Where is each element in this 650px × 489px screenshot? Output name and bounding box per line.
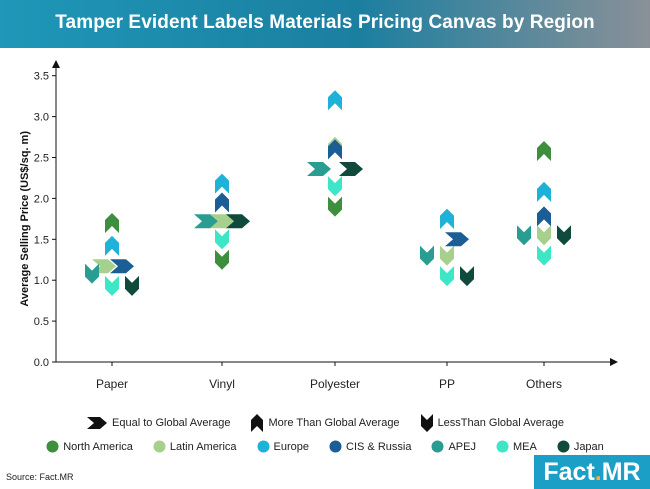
marker-mea-vinyl <box>215 229 229 250</box>
marker-north-america-paper <box>105 212 119 233</box>
legend-equal-label: Equal to Global Average <box>112 417 231 429</box>
marker-cis-russia-pp <box>445 232 469 247</box>
y-tick-label: 0.5 <box>34 316 49 328</box>
legend-item: CIS & Russia <box>329 440 411 453</box>
legend-item: APEJ <box>431 440 476 453</box>
legend-dot-icon <box>153 440 166 453</box>
chart-plot: 0.0 0.5 1.0 1.5 2.0 2.5 3.0 3.5 Average Selling … <box>19 60 618 391</box>
legend-item: Latin America <box>153 440 237 453</box>
marker-apej-pp <box>420 245 434 266</box>
y-axis-label: Average Selling Price (US$/sq. m) <box>19 131 31 307</box>
marker-cis-russia-paper <box>110 259 134 274</box>
right-chevron-icon <box>87 417 108 429</box>
legend-dot-icon <box>46 440 59 453</box>
legend-dot-icon <box>329 440 342 453</box>
legend-item: Japan <box>557 440 604 453</box>
legend-less-label: LessThan Global Average <box>437 417 564 429</box>
marker-apej-others <box>517 225 531 246</box>
x-tick-label: Paper <box>96 377 128 391</box>
legend-dot-icon <box>496 440 509 453</box>
marker-cis-russia-others <box>537 206 551 227</box>
y-tick-label: 2.5 <box>34 153 49 165</box>
marker-mea-paper <box>105 275 119 296</box>
marker-japan-paper <box>125 275 139 296</box>
marker-north-america-others <box>537 140 551 161</box>
legend-item-label: Japan <box>573 440 604 453</box>
marker-japan-pp <box>460 266 474 287</box>
y-tick-label: 0.0 <box>34 357 49 369</box>
marker-latin-america-pp <box>440 245 454 266</box>
legend-more-label: More Than Global Average <box>268 417 400 429</box>
marker-europe-paper <box>105 235 119 256</box>
marker-europe-pp <box>440 208 454 229</box>
chart-header: Tamper Evident Labels Materials Pricing … <box>0 0 650 48</box>
marker-north-america-vinyl <box>215 249 229 270</box>
legend-dot-icon <box>257 440 270 453</box>
marker-japan-vinyl <box>226 214 250 229</box>
legend-item-label: MEA <box>512 440 537 453</box>
legend-dot-icon <box>431 440 444 453</box>
marker-europe-others <box>537 181 551 202</box>
legend-item: MEA <box>496 440 537 453</box>
marker-europe-vinyl <box>215 173 229 194</box>
marker-cis-russia-vinyl <box>215 192 229 213</box>
source-note: Source: Fact.MR <box>6 472 74 482</box>
marker-mea-others <box>537 245 551 266</box>
up-chevron-icon <box>251 414 264 432</box>
marker-cis-russia-polyester <box>328 139 342 160</box>
y-tick-label: 1.5 <box>34 234 49 246</box>
chart-title: Tamper Evident Labels Materials Pricing … <box>55 12 595 33</box>
marker-europe-polyester <box>328 90 342 111</box>
legend-item-label: Latin America <box>169 440 237 453</box>
x-tick-label: Vinyl <box>209 377 235 391</box>
marker-apej-polyester <box>307 161 331 176</box>
x-axis-arrow <box>610 358 618 366</box>
legend-equal: Equal to Global Average <box>86 416 230 430</box>
down-chevron-icon <box>420 414 433 432</box>
marker-latin-america-vinyl <box>210 214 234 229</box>
factmr-logo: Fact. MR <box>534 455 650 489</box>
region-legend: North America Latin America Europe CIS & Ru… <box>0 440 650 453</box>
legend-item: North America <box>46 440 133 453</box>
marker-latin-america-others <box>537 225 551 246</box>
legend-item-label: CIS & Russia <box>346 440 412 453</box>
y-tick-label: 3.0 <box>34 112 49 124</box>
x-tick-label: Polyester <box>310 377 360 391</box>
legend-item-label: APEJ <box>448 440 476 453</box>
x-tick-label: PP <box>439 377 455 391</box>
y-tick-label: 2.0 <box>34 193 49 205</box>
legend-less: LessThan Global Average <box>420 413 564 433</box>
legend-more: More Than Global Average <box>250 413 400 433</box>
marker-japan-polyester <box>339 161 363 176</box>
marker-mea-polyester <box>328 176 342 197</box>
marker-north-america-polyester <box>328 196 342 217</box>
y-axis-arrow <box>52 60 60 68</box>
legend-item: Europe <box>257 440 309 453</box>
marker-japan-others <box>557 225 571 246</box>
marker-apej-vinyl <box>194 214 218 229</box>
legend-item-label: North America <box>63 440 133 453</box>
marker-mea-pp <box>440 266 454 287</box>
x-tick-label: Others <box>526 377 562 391</box>
legend-dot-icon <box>557 440 570 453</box>
legend-item-label: Europe <box>273 440 310 453</box>
y-tick-label: 3.5 <box>34 71 49 83</box>
y-tick-label: 1.0 <box>34 275 49 287</box>
marker-legend: Equal to Global Average More Than Global… <box>0 413 650 433</box>
marker-apej-paper <box>85 263 99 284</box>
